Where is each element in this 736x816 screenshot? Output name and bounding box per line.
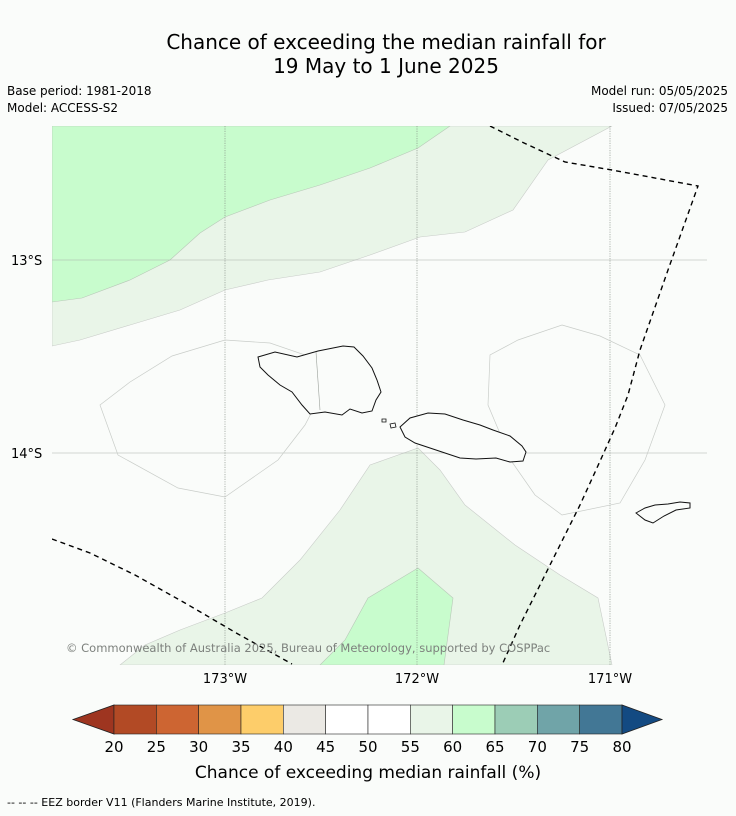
colorbar-tick-label: 65 xyxy=(485,738,504,756)
title-line-2: 19 May to 1 June 2025 xyxy=(273,54,499,78)
lat-label-13s: 13°S xyxy=(11,254,42,269)
lat-gridlines xyxy=(52,259,707,454)
island-american-samoa xyxy=(635,501,691,524)
colorbar-tick-label: 60 xyxy=(443,738,462,756)
map-panel: © Commonwealth of Australia 2025, Bureau… xyxy=(52,126,707,665)
lat-labels: 13°S 14°S xyxy=(11,254,42,462)
colorbar-tick-label: 20 xyxy=(104,738,123,756)
colorbar-ticks: 20 25 30 35 40 45 50 55 60 65 70 75 80 xyxy=(104,738,631,756)
meta-left: Base period: 1981-2018 Model: ACCESS-S2 xyxy=(7,83,152,117)
colorbar-bin xyxy=(240,704,284,735)
colorbar-tick-label: 75 xyxy=(570,738,589,756)
colorbar-low-extend xyxy=(71,704,115,735)
eez-border-southwest xyxy=(52,538,293,665)
colorbar-bin xyxy=(494,704,538,735)
island-savaii xyxy=(257,345,382,416)
colorbar-bin xyxy=(325,704,369,735)
colorbar: 20 25 30 35 40 45 50 55 60 65 70 75 80 Chance of exc… xyxy=(71,704,664,783)
lon-labels: 173°W 172°W 171°W xyxy=(203,672,632,687)
copyright-notice: © Commonwealth of Australia 2025, Bureau… xyxy=(66,641,550,655)
colorbar-high-extend xyxy=(621,704,664,735)
eez-footnote: -- -- -- EEZ border V11 (Flanders Marine… xyxy=(7,796,316,809)
colorbar-tick-label: 70 xyxy=(528,738,547,756)
contour-60-65-south xyxy=(319,567,454,665)
colorbar-tick-label: 50 xyxy=(358,738,377,756)
colorbar-tick-label: 80 xyxy=(612,738,631,756)
colorbar-bin xyxy=(579,704,623,735)
contour-60-65-north xyxy=(52,126,451,303)
model-name: Model: ACCESS-S2 xyxy=(7,101,119,115)
colorbar-bin xyxy=(452,704,496,735)
model-run: Model run: 05/05/2025 xyxy=(590,84,728,98)
colorbar-tick-label: 30 xyxy=(189,738,208,756)
colorbar-tick-label: 45 xyxy=(316,738,335,756)
colorbar-label: Chance of exceeding median rainfall (%) xyxy=(195,763,541,783)
colorbar-bin xyxy=(283,704,326,735)
colorbar-bin xyxy=(410,704,453,735)
savaii-internal-line xyxy=(315,351,321,411)
island-small-1 xyxy=(381,418,387,423)
colorbar-tick-label: 25 xyxy=(147,738,166,756)
lon-label-171w: 171°W xyxy=(588,672,632,687)
colorbar-bin xyxy=(198,704,242,735)
base-period: Base period: 1981-2018 xyxy=(7,84,152,98)
colorbar-bin xyxy=(156,704,199,735)
contour-55-60-south xyxy=(119,447,613,665)
island-upolu xyxy=(399,412,527,463)
lon-label-173w: 173°W xyxy=(203,672,247,687)
island-small-2 xyxy=(389,422,397,429)
meta-right: Model run: 05/05/2025 Issued: 07/05/2025 xyxy=(591,83,728,117)
colorbar-bin xyxy=(113,704,157,735)
lon-label-172w: 172°W xyxy=(395,672,439,687)
colorbar-tick-label: 35 xyxy=(231,738,250,756)
issued-date: Issued: 07/05/2025 xyxy=(612,101,728,115)
lat-label-14s: 14°S xyxy=(11,447,42,462)
chart-title: Chance of exceeding the median rainfall … xyxy=(0,30,736,78)
lon-gridlines xyxy=(224,126,611,665)
colorbar-bin xyxy=(367,704,411,735)
colorbar-bins xyxy=(113,704,623,735)
title-line-1: Chance of exceeding the median rainfall … xyxy=(166,30,606,54)
colorbar-tick-label: 40 xyxy=(274,738,293,756)
colorbar-bin xyxy=(537,704,580,735)
contour-loop-east xyxy=(487,324,666,516)
eez-border-east xyxy=(489,126,699,665)
colorbar-tick-label: 55 xyxy=(401,738,420,756)
